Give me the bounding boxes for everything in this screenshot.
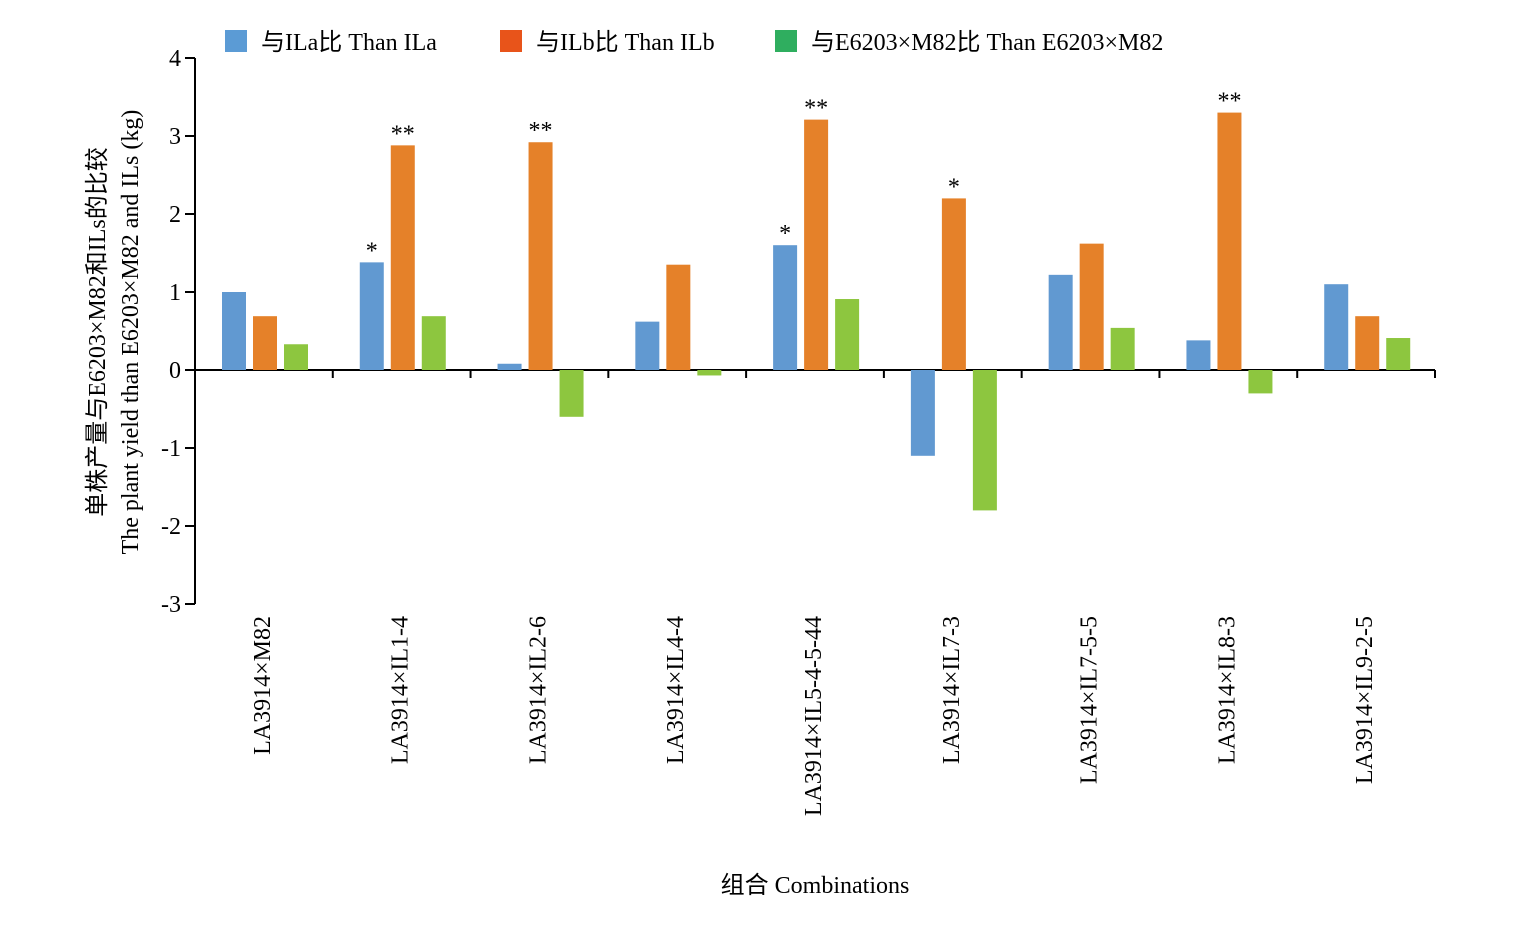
- bar: [559, 370, 584, 417]
- bar: [1110, 327, 1135, 370]
- significance-label: *: [779, 221, 791, 247]
- legend-swatch: [225, 30, 247, 52]
- x-category-label: LA3914×M82: [250, 616, 276, 755]
- bar: [359, 262, 384, 370]
- bar: [835, 299, 860, 370]
- y-tick-label: 1: [169, 280, 181, 306]
- bar: [697, 370, 722, 376]
- x-category-label: LA3914×IL4-4: [663, 616, 689, 764]
- significance-label: *: [366, 238, 378, 264]
- legend-label: 与ILb比 Than ILb: [536, 29, 715, 56]
- bar: [390, 145, 415, 370]
- bar: [1217, 112, 1242, 370]
- significance-label: *: [948, 174, 960, 200]
- x-category-label: LA3914×IL1-4: [388, 616, 414, 764]
- bar: [1248, 370, 1273, 394]
- bar: [497, 363, 522, 370]
- legend: 与ILa比 Than ILa 与ILb比 Than ILb 与E6203×M82比 …: [225, 29, 1163, 56]
- bar: [941, 198, 966, 370]
- bar: [1186, 340, 1211, 370]
- legend-label: 与ILa比 Than ILa: [261, 29, 437, 56]
- bar: [1386, 338, 1411, 370]
- legend-swatch: [775, 30, 797, 52]
- x-category-label: LA3914×IL8-3: [1214, 616, 1240, 764]
- bar: [1048, 274, 1073, 370]
- bar: [804, 119, 829, 371]
- bar: [1324, 284, 1349, 370]
- y-tick-label: 3: [169, 124, 181, 150]
- x-category-label: LA3914×IL7-3: [939, 616, 965, 764]
- y-tick-label: -2: [161, 514, 181, 540]
- legend-swatch: [500, 30, 522, 52]
- y-tick-label: -1: [161, 436, 181, 462]
- bar: [972, 370, 997, 511]
- bar: [421, 316, 446, 370]
- y-axis-title-english: The plant yield than E6203×M82 and ILs (…: [118, 110, 144, 555]
- bar: [222, 292, 246, 370]
- bar: [253, 316, 277, 370]
- y-tick-label: 4: [169, 46, 181, 72]
- bars: **** *******: [222, 89, 1411, 511]
- legend-label: 与E6203×M82比 Than E6203×M82: [811, 29, 1163, 56]
- y-tick-label: 0: [169, 358, 181, 384]
- y-axis-title-chinese: 单株产量与E6203×M82和ILs的比较: [84, 147, 111, 517]
- x-category-label: LA3914×IL2-6: [525, 616, 551, 764]
- significance-label: **: [391, 121, 415, 147]
- bar: [1079, 243, 1104, 370]
- bar: [773, 245, 798, 370]
- bar: [910, 370, 935, 456]
- x-category-label: LA3914×IL9-2-5: [1352, 616, 1378, 784]
- bar: [635, 321, 660, 370]
- y-tick-label: 2: [169, 202, 181, 228]
- x-category-label: LA3914×IL5-4-5-44: [801, 616, 827, 816]
- bar: [528, 142, 553, 370]
- category-labels: LA3914×M82 LA3914×IL1-4 LA3914×IL2-6 LA3914…: [250, 616, 1378, 816]
- bar: [666, 264, 691, 370]
- bar: [284, 344, 308, 370]
- significance-label: **: [1217, 89, 1241, 115]
- y-tick-label: -3: [161, 592, 181, 618]
- x-axis-title: 组合 Combinations: [721, 872, 910, 899]
- bar: [1355, 316, 1380, 370]
- x-category-label: LA3914×IL7-5-5: [1077, 616, 1103, 784]
- significance-label: **: [804, 96, 828, 122]
- significance-label: **: [529, 118, 553, 144]
- y-axis: -3 -2 -1 0 1 2 3 4: [161, 46, 196, 618]
